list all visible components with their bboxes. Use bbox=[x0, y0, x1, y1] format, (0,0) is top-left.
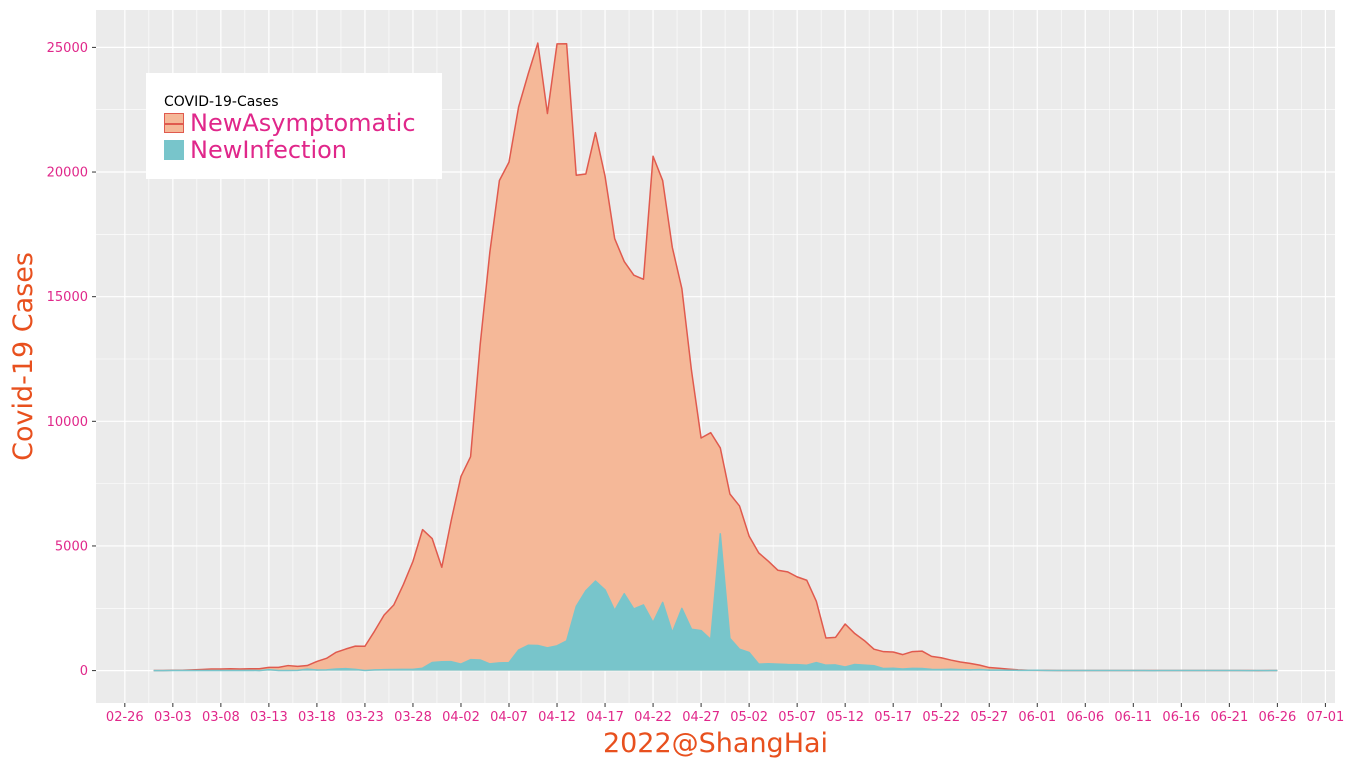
x-tick-label: 05-27 bbox=[970, 710, 1008, 725]
y-tick-label: 20000 bbox=[47, 166, 88, 181]
legend-label-asymptomatic: NewAsymptomatic bbox=[190, 109, 416, 137]
legend-key-infection bbox=[164, 140, 184, 160]
x-tick-label: 07-01 bbox=[1307, 710, 1345, 725]
x-tick-label: 04-12 bbox=[538, 710, 576, 725]
legend-label-infection: NewInfection bbox=[190, 136, 348, 164]
legend: COVID-19-Cases NewAsymptomatic NewInfect… bbox=[146, 73, 442, 179]
x-tick-label: 06-06 bbox=[1066, 710, 1104, 725]
x-tick-label: 06-01 bbox=[1018, 710, 1056, 725]
x-tick-label: 06-16 bbox=[1162, 710, 1200, 725]
x-tick-label: 05-17 bbox=[874, 710, 912, 725]
area-new-asymptomatic bbox=[153, 43, 1278, 671]
legend-item-asymptomatic: NewAsymptomatic bbox=[164, 109, 416, 137]
x-axis-ticks: 02-26 03-03 03-08 03-13 03-18 03-23 03-28 04-02… bbox=[106, 703, 1344, 725]
x-tick-label: 05-22 bbox=[922, 710, 960, 725]
x-tick-label: 03-03 bbox=[154, 710, 192, 725]
x-tick-label: 05-02 bbox=[730, 710, 768, 725]
y-tick-label: 5000 bbox=[55, 539, 88, 554]
y-tick-label: 25000 bbox=[47, 41, 88, 56]
series-areas bbox=[153, 42, 1278, 672]
x-tick-label: 06-26 bbox=[1258, 710, 1296, 725]
x-tick-label: 05-12 bbox=[826, 710, 864, 725]
x-tick-label: 03-28 bbox=[394, 710, 432, 725]
y-axis-ticks: 0 5000 10000 15000 20000 25000 bbox=[47, 41, 96, 679]
legend-key-asymptomatic bbox=[164, 113, 184, 133]
x-tick-label: 04-07 bbox=[490, 710, 528, 725]
x-tick-label: 03-08 bbox=[202, 710, 240, 725]
x-tick-label: 05-07 bbox=[778, 710, 816, 725]
x-tick-label: 04-22 bbox=[634, 710, 672, 725]
x-tick-label: 03-13 bbox=[250, 710, 288, 725]
area-new-infection-line bbox=[153, 533, 1278, 672]
y-tick-label: 10000 bbox=[47, 415, 88, 430]
x-axis-title: 2022@ShangHai bbox=[603, 728, 828, 759]
x-tick-label: 06-11 bbox=[1114, 710, 1152, 725]
x-tick-label: 04-17 bbox=[586, 710, 624, 725]
y-tick-label: 0 bbox=[80, 664, 88, 679]
x-tick-label: 02-26 bbox=[106, 710, 144, 725]
y-axis-title: Covid-19 Cases bbox=[8, 252, 39, 461]
area-new-infection bbox=[153, 533, 1278, 671]
x-tick-label: 04-27 bbox=[682, 710, 720, 725]
x-tick-label: 06-21 bbox=[1210, 710, 1248, 725]
x-tick-label: 03-23 bbox=[346, 710, 384, 725]
y-tick-label: 15000 bbox=[47, 290, 88, 305]
legend-title: COVID-19-Cases bbox=[164, 94, 279, 110]
x-tick-label: 03-18 bbox=[298, 710, 336, 725]
legend-item-infection: NewInfection bbox=[164, 136, 348, 164]
x-tick-label: 04-02 bbox=[442, 710, 480, 725]
